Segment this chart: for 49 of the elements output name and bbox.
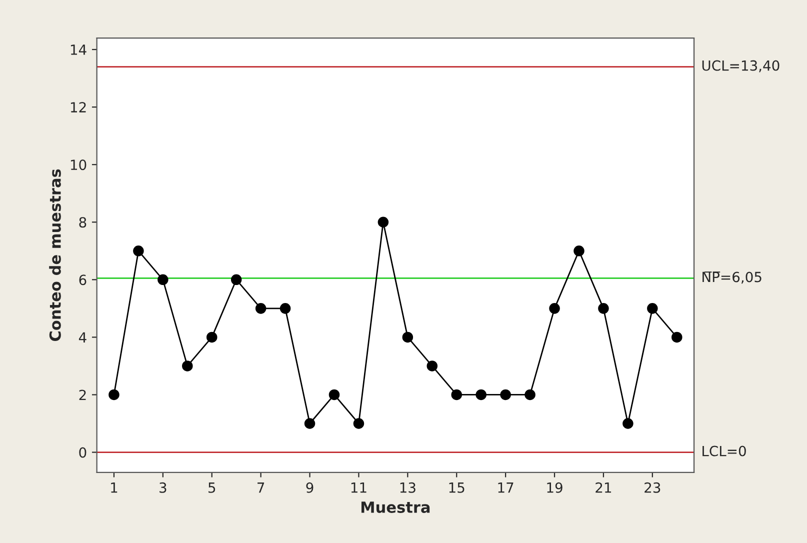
- y-tick-label: 0: [79, 447, 86, 458]
- y-tick-label: 6: [79, 274, 86, 286]
- point: [108, 389, 120, 400]
- point: [182, 360, 193, 372]
- point: [328, 389, 340, 400]
- point: [647, 303, 658, 314]
- point: [622, 418, 634, 429]
- point: [402, 332, 414, 343]
- point: [426, 360, 438, 372]
- x-tick-label: 19: [547, 482, 562, 493]
- ref-line-label: LCL=0: [702, 446, 746, 456]
- x-tick-label: 3: [160, 482, 166, 493]
- point: [133, 246, 144, 256]
- y-axis-title: Conteo de muestras: [49, 169, 61, 342]
- x-tick-label: 15: [449, 482, 464, 493]
- x-tick-label: 7: [258, 482, 264, 493]
- x-tick-label: 1: [111, 482, 118, 493]
- point: [206, 332, 218, 343]
- point: [353, 418, 364, 429]
- point: [280, 303, 291, 314]
- x-tick-label: 21: [596, 482, 612, 493]
- point: [549, 303, 560, 314]
- point: [158, 274, 168, 286]
- y-tick-label: 10: [70, 160, 86, 170]
- point: [230, 274, 242, 286]
- point: [672, 332, 682, 343]
- point: [524, 389, 536, 400]
- y-tick-label: 12: [70, 102, 86, 112]
- y-tick-label: 8: [79, 217, 86, 228]
- point: [304, 418, 316, 429]
- x-tick-label: 9: [306, 482, 314, 493]
- x-tick-label: 5: [208, 482, 216, 493]
- x-tick-label: 11: [351, 482, 366, 493]
- point: [378, 216, 389, 228]
- ref-line-label: UCL=13,40: [702, 60, 780, 72]
- x-axis-title: Muestra: [361, 502, 430, 513]
- x-tick-label: 17: [498, 482, 514, 493]
- point: [574, 246, 584, 256]
- point: [451, 389, 462, 400]
- point: [598, 303, 609, 314]
- point: [476, 389, 486, 400]
- point: [255, 303, 266, 314]
- x-tick-label: 13: [400, 482, 416, 493]
- y-tick-label: 4: [78, 332, 86, 342]
- y-tick-label: 2: [79, 390, 86, 400]
- point: [500, 389, 511, 400]
- x-tick-label: 23: [644, 482, 660, 493]
- y-tick-label: 14: [70, 44, 86, 55]
- ref-line-label: N̅P̅=6,05: [702, 272, 762, 284]
